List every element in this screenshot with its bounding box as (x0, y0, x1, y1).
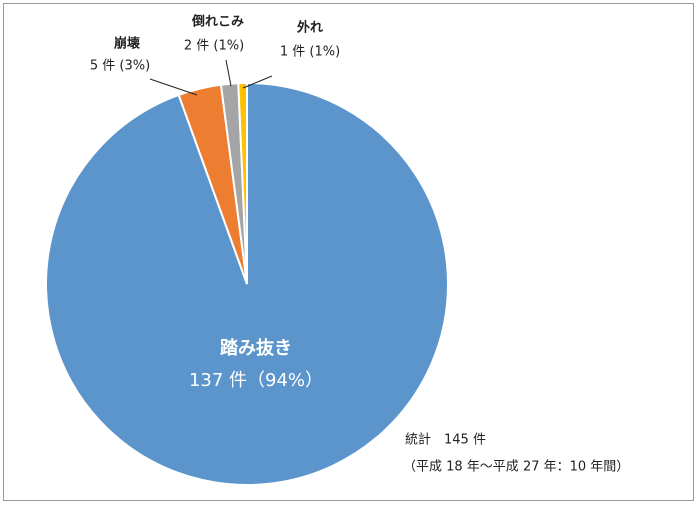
value-label: 2 件 (1%) (184, 39, 244, 54)
value-label: 137 件（94%） (189, 370, 323, 391)
value-label: 1 件 (1%) (280, 45, 340, 60)
pie-slice (237, 81, 248, 285)
category-label: 外れ (296, 20, 323, 36)
leader-line (149, 78, 198, 96)
leader-line (225, 59, 232, 87)
category-label: 倒れこみ (191, 14, 244, 30)
value-label: 5 件 (3%) (90, 59, 150, 74)
category-label: 崩壊 (114, 36, 141, 52)
annotation: 統計 145 件 (405, 432, 486, 448)
category-label: 踏み抜き (220, 337, 292, 359)
pie-slice (45, 81, 449, 486)
annotation: （平成 18 年～平成 27 年：10 年間） (403, 460, 629, 475)
leader-line (242, 75, 273, 89)
